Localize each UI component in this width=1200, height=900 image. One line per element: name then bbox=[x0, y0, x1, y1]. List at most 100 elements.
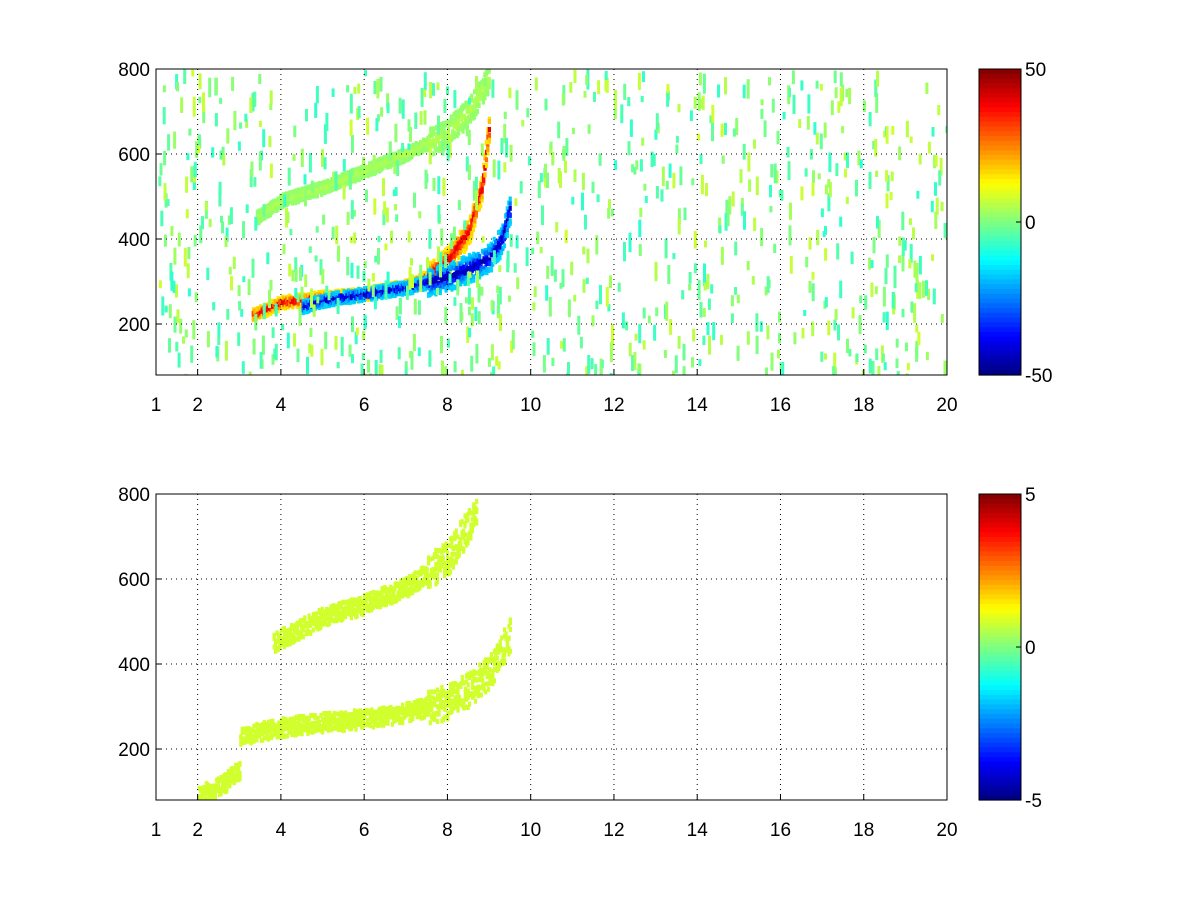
heatmap-cell bbox=[319, 725, 323, 731]
heatmap-cell bbox=[425, 706, 429, 712]
heatmap-noise-cell bbox=[269, 103, 273, 111]
colorbar-swatch bbox=[979, 265, 1021, 271]
heatmap-noise-cell bbox=[373, 296, 377, 310]
heatmap-cell bbox=[452, 241, 456, 247]
heatmap-noise-cell bbox=[594, 364, 598, 375]
heatmap-noise-cell bbox=[481, 236, 485, 243]
heatmap-noise-cell bbox=[519, 181, 523, 194]
heatmap-noise-cell bbox=[781, 361, 785, 375]
heatmap-noise-cell bbox=[394, 187, 398, 196]
heatmap-noise-cell bbox=[703, 280, 707, 291]
heatmap-noise-cell bbox=[771, 98, 775, 113]
heatmap-noise-cell bbox=[925, 82, 929, 94]
colorbar-swatch bbox=[979, 169, 1021, 175]
heatmap-noise-cell bbox=[366, 117, 370, 135]
heatmap-noise-cell bbox=[837, 101, 841, 113]
heatmap-cell bbox=[262, 719, 266, 725]
heatmap-cell bbox=[432, 131, 436, 137]
x-tick-label: 10 bbox=[520, 395, 541, 416]
heatmap-noise-cell bbox=[383, 201, 387, 215]
heatmap-noise-cell bbox=[465, 156, 469, 172]
heatmap-cell bbox=[342, 727, 346, 733]
heatmap-noise-cell bbox=[560, 341, 564, 349]
heatmap-noise-cell bbox=[765, 367, 768, 375]
heatmap-noise-cell bbox=[585, 277, 589, 284]
heatmap-noise-cell bbox=[720, 246, 724, 265]
heatmap-noise-cell bbox=[377, 248, 380, 265]
heatmap-noise-cell bbox=[428, 272, 432, 286]
heatmap-noise-cell bbox=[932, 288, 936, 305]
heatmap-noise-cell bbox=[655, 186, 659, 199]
heatmap-noise-cell bbox=[413, 298, 417, 315]
x-tick-label: 14 bbox=[687, 395, 709, 416]
heatmap-noise-cell bbox=[562, 146, 566, 161]
heatmap-noise-cell bbox=[778, 311, 781, 323]
heatmap-cell bbox=[449, 121, 453, 127]
heatmap-noise-cell bbox=[490, 371, 493, 375]
heatmap-noise-cell bbox=[384, 280, 388, 300]
heatmap-noise-cell bbox=[753, 139, 756, 149]
heatmap-noise-cell bbox=[231, 76, 235, 91]
heatmap-noise-cell bbox=[294, 257, 298, 272]
heatmap-noise-cell bbox=[539, 247, 543, 254]
heatmap-cell bbox=[478, 254, 482, 260]
heatmap-noise-cell bbox=[647, 315, 651, 324]
colorbar-swatch bbox=[979, 174, 1021, 180]
heatmap-noise-cell bbox=[874, 286, 878, 295]
heatmap-noise-cell bbox=[212, 302, 216, 311]
heatmap-noise-cell bbox=[742, 84, 746, 99]
heatmap-cell bbox=[430, 689, 434, 695]
heatmap-noise-cell bbox=[354, 331, 358, 345]
heatmap-noise-cell bbox=[689, 110, 693, 122]
heatmap-noise-cell bbox=[693, 263, 697, 274]
heatmap-noise-cell bbox=[310, 344, 314, 357]
heatmap-noise-cell bbox=[889, 192, 893, 201]
heatmap-noise-cell bbox=[766, 325, 770, 340]
heatmap-cell bbox=[412, 709, 416, 715]
heatmap-cell bbox=[313, 290, 317, 296]
heatmap-noise-cell bbox=[336, 298, 340, 315]
colorbar-swatch bbox=[979, 351, 1021, 357]
heatmap-noise-cell bbox=[925, 351, 929, 360]
heatmap-noise-cell bbox=[353, 86, 357, 95]
heatmap-cell bbox=[474, 211, 478, 217]
heatmap-noise-cell bbox=[832, 366, 836, 375]
heatmap-noise-cell bbox=[490, 300, 494, 311]
heatmap-cell bbox=[473, 263, 477, 269]
heatmap-noise-cell bbox=[183, 247, 187, 267]
heatmap-noise-cell bbox=[172, 280, 176, 293]
colorbar-swatch bbox=[979, 312, 1021, 319]
heatmap-noise-cell bbox=[760, 99, 764, 106]
heatmap-noise-cell bbox=[395, 306, 399, 320]
heatmap-noise-cell bbox=[173, 131, 177, 149]
colorbar-swatch bbox=[979, 293, 1021, 300]
heatmap-noise-cell bbox=[605, 286, 609, 307]
heatmap-noise-cell bbox=[835, 163, 839, 177]
heatmap-noise-cell bbox=[176, 81, 180, 92]
heatmap-noise-cell bbox=[555, 222, 559, 233]
heatmap-noise-cell bbox=[411, 274, 414, 289]
heatmap-noise-cell bbox=[559, 171, 562, 188]
heatmap-cell bbox=[268, 729, 272, 735]
heatmap-cell bbox=[471, 227, 475, 233]
heatmap-noise-cell bbox=[219, 150, 223, 160]
heatmap-noise-cell bbox=[550, 256, 554, 276]
heatmap-cell bbox=[440, 685, 444, 690]
heatmap-cell bbox=[313, 713, 317, 719]
heatmap-noise-cell bbox=[251, 92, 255, 112]
heatmap-cell bbox=[457, 236, 461, 242]
heatmap-noise-cell bbox=[410, 351, 414, 370]
heatmap-noise-cell bbox=[242, 221, 245, 239]
heatmap-noise-cell bbox=[195, 141, 199, 158]
heatmap-cell bbox=[480, 266, 485, 272]
heatmap-noise-cell bbox=[218, 189, 222, 207]
heatmap-noise-cell bbox=[808, 237, 812, 250]
heatmap-noise-cell bbox=[544, 177, 548, 188]
heatmap-noise-cell bbox=[480, 286, 484, 296]
heatmap-noise-cell bbox=[816, 229, 820, 246]
colorbar-swatch bbox=[979, 370, 1021, 376]
heatmap-noise-cell bbox=[934, 212, 938, 230]
heatmap-cell bbox=[470, 218, 474, 224]
heatmap-noise-cell bbox=[735, 118, 739, 136]
heatmap-noise-cell bbox=[186, 153, 190, 161]
